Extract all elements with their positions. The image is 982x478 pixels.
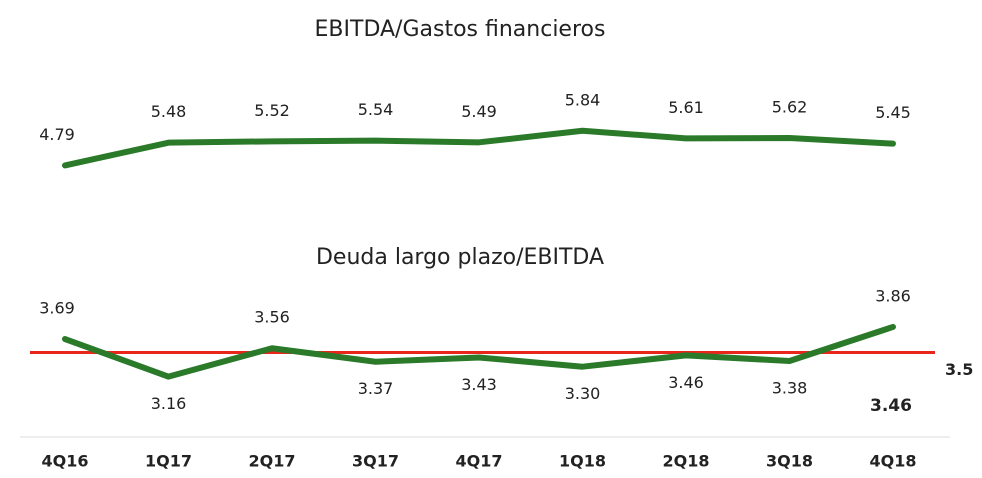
data-label: 3.30 <box>565 384 601 403</box>
data-label: 3.86 <box>875 286 911 305</box>
x-tick-label: 2Q18 <box>663 452 710 471</box>
data-label: 5.49 <box>461 102 497 121</box>
data-label: 3.16 <box>151 394 187 413</box>
line <box>62 323 896 380</box>
data-label: 3.46 <box>668 373 704 392</box>
chart-title: Deuda largo plazo/EBITDA <box>316 245 604 270</box>
x-tick-label: 3Q18 <box>766 452 813 471</box>
x-tick-label: 1Q17 <box>145 452 192 471</box>
data-label: 5.61 <box>668 98 704 117</box>
x-tick-label: 4Q16 <box>42 452 89 471</box>
x-tick-label: 2Q17 <box>249 452 296 471</box>
line <box>62 127 896 169</box>
data-label: 5.48 <box>151 102 187 121</box>
data-label: 5.45 <box>875 103 911 122</box>
data-label: 3.38 <box>772 379 808 398</box>
data-label: 5.62 <box>772 98 808 117</box>
x-tick-label: 3Q17 <box>352 452 399 471</box>
data-label: 5.52 <box>254 101 290 120</box>
x-tick-label: 1Q18 <box>559 452 606 471</box>
x-tick-label: 4Q17 <box>456 452 503 471</box>
chart-title: EBITDA/Gastos financieros <box>315 17 606 42</box>
data-label: 3.69 <box>39 299 75 318</box>
data-label: 5.84 <box>565 90 601 109</box>
data-label: 3.56 <box>254 308 290 327</box>
data-label: 5.54 <box>358 100 394 119</box>
data-label: 3.37 <box>358 379 394 398</box>
data-label: 4.79 <box>39 125 75 144</box>
data-label: 3.43 <box>461 375 497 394</box>
x-tick-label: 4Q18 <box>870 452 917 471</box>
reference-label: 3.5 <box>945 360 973 379</box>
annotation: 3.46 <box>870 396 912 416</box>
